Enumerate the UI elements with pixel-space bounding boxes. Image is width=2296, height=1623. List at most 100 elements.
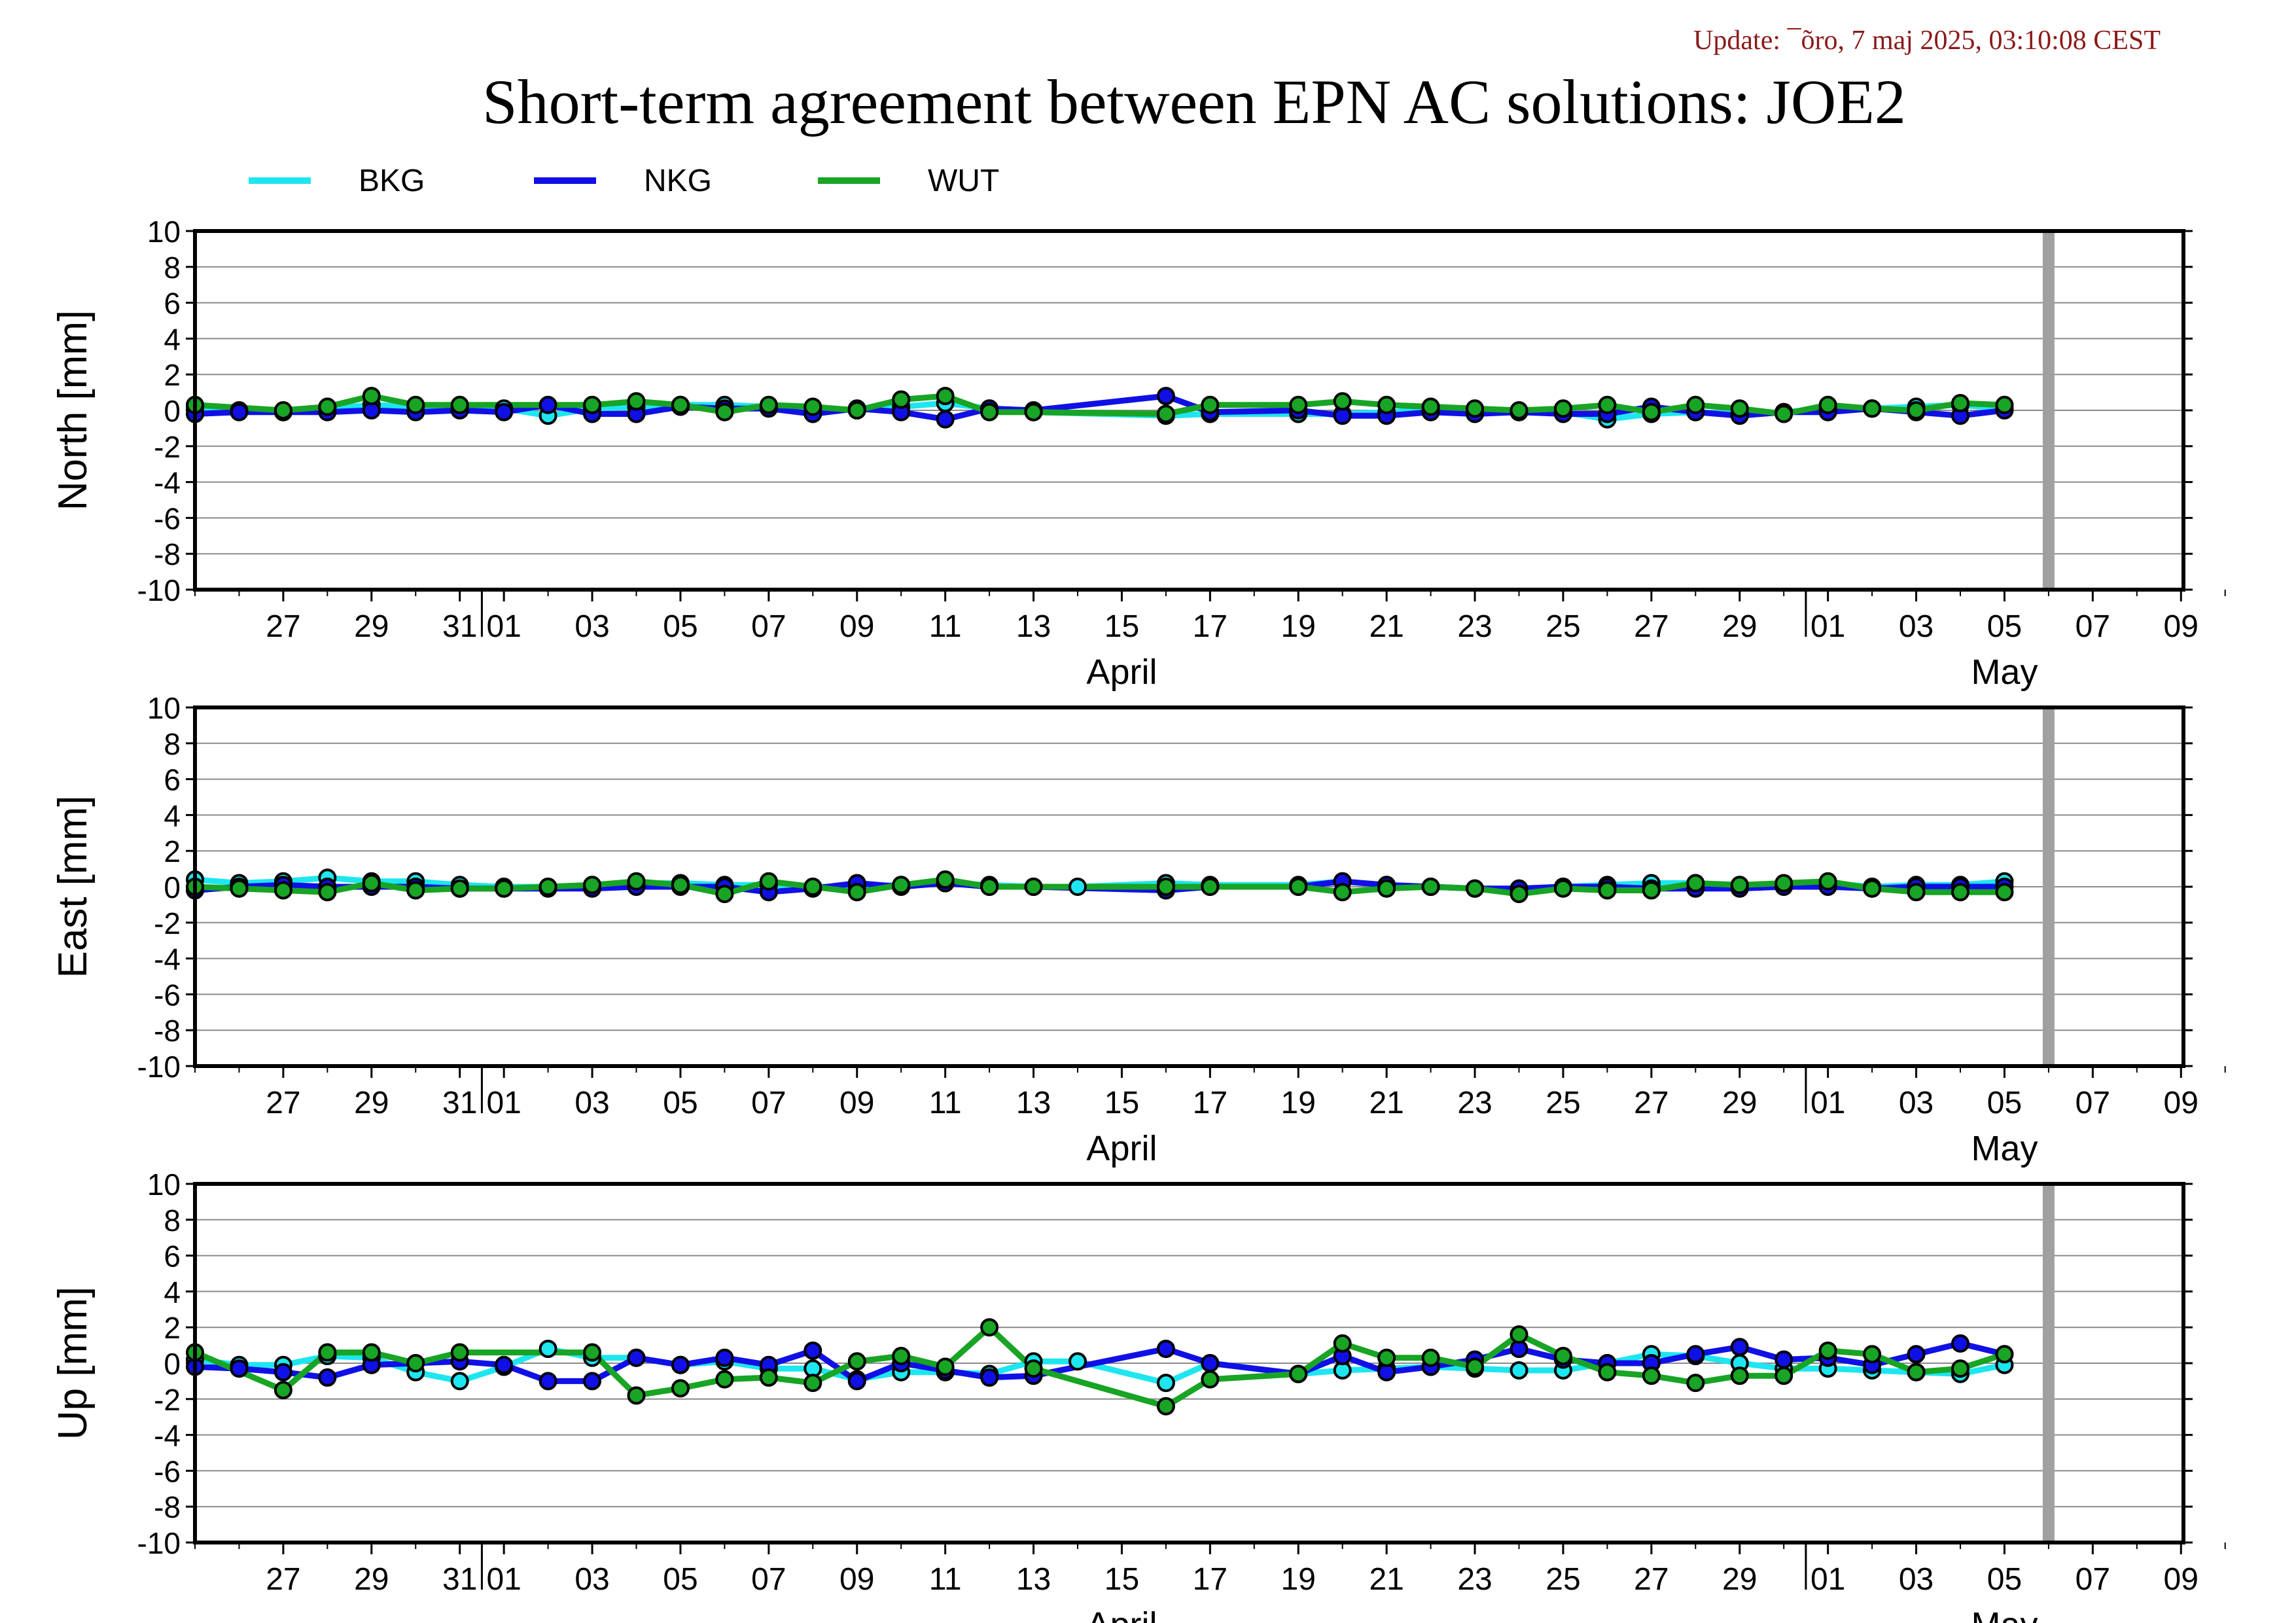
data-point-wut [1775, 1366, 1793, 1385]
y-tick-label: 2 [164, 358, 181, 392]
x-tick-label: 09 [839, 609, 874, 644]
data-point-wut [1289, 1364, 1308, 1383]
x-tick-label: 07 [2075, 609, 2110, 644]
data-point-wut [759, 395, 778, 414]
month-label: May [1971, 652, 2038, 692]
data-point-wut [671, 1379, 690, 1398]
data-point-wut [1333, 1334, 1352, 1353]
chart-title: Short-term agreement between EPN AC solu… [482, 67, 1906, 137]
data-point-wut [1951, 394, 1969, 413]
legend-swatch-wut [818, 177, 880, 184]
data-point-wut [627, 392, 646, 411]
data-point-wut [1863, 399, 1882, 418]
data-point-nkg [847, 1372, 866, 1391]
data-point-wut [847, 1352, 866, 1371]
data-point-wut [715, 1370, 734, 1389]
data-point-wut [583, 876, 602, 895]
data-point-nkg [495, 402, 514, 421]
x-tick-label: 29 [1722, 1562, 1757, 1597]
data-point-wut [1598, 1363, 1617, 1382]
plot-frame [193, 229, 2185, 592]
month-label: April [1086, 1129, 1157, 1168]
series-line-bkg [194, 1346, 2005, 1386]
y-tick-label: 0 [164, 1347, 181, 1381]
y-tick-label: 0 [164, 394, 181, 428]
data-point-wut [1775, 874, 1793, 893]
x-tick-label: 23 [1457, 1086, 1492, 1120]
y-tick-label: 4 [164, 1275, 181, 1309]
x-tick-label: 27 [266, 1562, 300, 1597]
data-point-nkg [936, 410, 955, 429]
data-point-wut [627, 1386, 646, 1405]
x-tick-label: 11 [929, 1086, 962, 1120]
x-tick-label: 19 [1281, 609, 1316, 644]
data-point-wut [495, 879, 514, 898]
data-point-wut [671, 876, 690, 895]
y-tick-label: -10 [137, 1526, 181, 1560]
data-point-wut [1333, 883, 1352, 902]
data-point-wut [318, 883, 337, 902]
data-point-wut [1730, 399, 1749, 418]
data-point-wut [1289, 395, 1308, 414]
data-point-wut [1951, 883, 1969, 902]
data-point-wut [1421, 397, 1440, 416]
x-tick-label: 21 [1369, 609, 1404, 644]
month-label: May [1971, 1129, 2038, 1168]
data-point-nkg [539, 1372, 557, 1391]
x-tick-label: 23 [1457, 1562, 1492, 1597]
data-point-wut [1156, 878, 1175, 896]
month-label: April [1086, 1605, 1157, 1623]
data-point-wut [1510, 884, 1528, 903]
data-point-nkg [1907, 1345, 1926, 1364]
data-point-wut [318, 1343, 337, 1362]
data-point-wut [450, 879, 469, 898]
x-tick-label: 05 [663, 609, 698, 644]
data-point-nkg [230, 1359, 249, 1378]
data-point-wut [583, 395, 602, 414]
data-point-wut [1510, 401, 1528, 419]
x-tick-label: 05 [663, 1562, 698, 1597]
x-tick-label: 01 [1810, 1086, 1845, 1120]
y-tick-label: -6 [154, 501, 181, 535]
data-point-wut [318, 397, 337, 416]
data-point-wut [1995, 1345, 2014, 1364]
data-point-nkg [1201, 1354, 1220, 1372]
legend-label-wut: WUT [928, 164, 1000, 198]
x-tick-label: 29 [354, 1562, 389, 1597]
x-tick-label: 03 [574, 1562, 609, 1597]
data-point-wut [847, 401, 866, 419]
y-tick-label: 8 [164, 251, 181, 285]
data-point-nkg [671, 1355, 690, 1374]
data-point-bkg [1069, 878, 1087, 896]
data-point-wut [1598, 395, 1617, 414]
x-tick-label: 27 [1634, 1562, 1669, 1597]
data-point-nkg [1730, 1338, 1749, 1357]
y-tick-label: -4 [154, 466, 181, 500]
data-point-bkg [539, 1340, 557, 1359]
x-tick-label: 07 [751, 609, 786, 644]
x-tick-label: 27 [1634, 609, 1669, 644]
data-point-wut [759, 1368, 778, 1387]
data-point-wut [1863, 879, 1882, 898]
data-point-wut [450, 1343, 469, 1362]
data-point-wut [230, 879, 249, 898]
data-point-wut [274, 401, 292, 419]
x-tick-label: 19 [1281, 1562, 1316, 1597]
x-tick-label: 11 [929, 1562, 962, 1597]
data-point-wut [1686, 395, 1705, 414]
data-point-nkg [804, 1341, 822, 1360]
y-tick-label: -8 [154, 1014, 181, 1048]
y-tick-label: -2 [154, 906, 181, 940]
data-point-wut [1907, 401, 1926, 419]
data-point-wut [980, 878, 999, 896]
data-point-nkg [495, 1355, 514, 1374]
data-point-wut [804, 878, 822, 896]
y-tick-label: 6 [164, 1240, 181, 1274]
y-axis-label: Up [mm] [50, 1287, 96, 1440]
y-tick-label: -4 [154, 942, 181, 976]
data-point-wut [1730, 876, 1749, 895]
data-point-wut [892, 876, 911, 895]
data-point-wut [980, 402, 999, 421]
